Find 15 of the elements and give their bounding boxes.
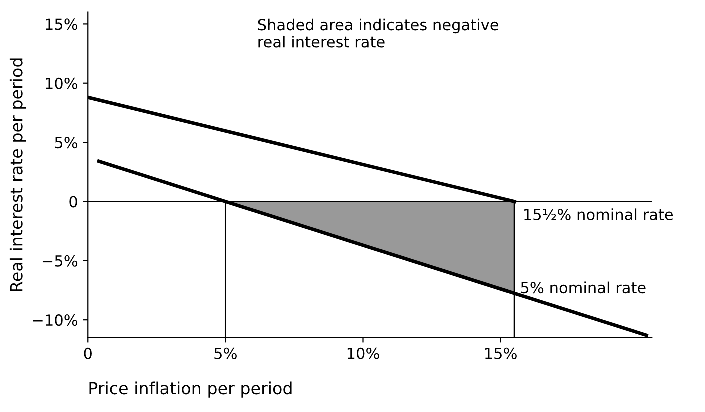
x-tick-label: 10% [348, 348, 380, 360]
y-tick-label: 15% [46, 18, 78, 30]
y-tick-label: 5% [55, 137, 78, 149]
x-tick-label: 5% [214, 348, 237, 360]
y-axis-title: Real interest rate per period [10, 58, 26, 292]
y-tick-label: 0 [70, 196, 78, 208]
x-tick-label: 0 [84, 348, 92, 360]
y-tick-label: 10% [46, 78, 78, 90]
y-tick-label: −5% [42, 255, 78, 267]
annotation: Shaded area indicates negative real interest rate [258, 18, 498, 48]
series-label: 15½% nominal rate [524, 208, 674, 220]
y-tick-label: −10% [33, 314, 78, 326]
x-axis-title: Price inflation per period [90, 382, 292, 398]
series-label: 5% nominal rate [521, 282, 646, 294]
x-tick-label: 15% [486, 348, 517, 360]
